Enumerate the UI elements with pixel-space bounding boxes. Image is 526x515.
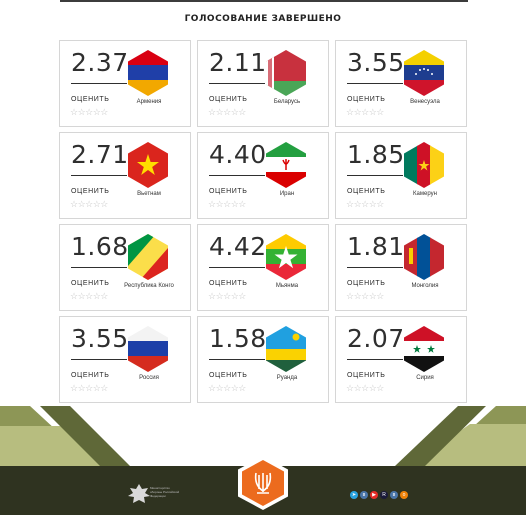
star-rating[interactable]: ☆☆☆☆☆	[208, 199, 246, 209]
score-value: 3.55	[347, 48, 405, 77]
ministry-emblem-icon	[128, 484, 150, 503]
flag-iran-icon	[266, 142, 306, 188]
country-grid: 2.37 ОЦЕНИТЬ ☆☆☆☆☆ Армения 2.11 ОЦЕНИТЬ …	[59, 40, 467, 403]
flag-rwanda-icon	[266, 326, 306, 372]
country-name: Сирия	[416, 375, 434, 381]
rate-label: ОЦЕНИТЬ	[347, 188, 386, 195]
rate-label: ОЦЕНИТЬ	[209, 96, 248, 103]
rate-label: ОЦЕНИТЬ	[209, 188, 248, 195]
country-card: 2.71 ОЦЕНИТЬ ☆☆☆☆☆ Вьетнам	[59, 132, 191, 219]
star-rating[interactable]: ☆☆☆☆☆	[346, 291, 384, 301]
country-card: 1.68 ОЦЕНИТЬ ☆☆☆☆☆ Республика Конго	[59, 224, 191, 311]
country-name: Вьетнам	[137, 191, 161, 197]
rate-label: ОЦЕНИТЬ	[71, 372, 110, 379]
star-rating[interactable]: ☆☆☆☆☆	[208, 383, 246, 393]
score-value: 2.71	[71, 140, 129, 169]
star-rating[interactable]: ☆☆☆☆☆	[346, 383, 384, 393]
rate-label: ОЦЕНИТЬ	[209, 280, 248, 287]
star-rating[interactable]: ☆☆☆☆☆	[70, 107, 108, 117]
social-links: ➤ в ▶ R в о	[350, 491, 408, 499]
star-rating[interactable]: ☆☆☆☆☆	[346, 199, 384, 209]
score-underline	[209, 359, 265, 360]
youtube-icon[interactable]: ▶	[370, 491, 378, 499]
flag-belarus-icon	[266, 50, 306, 96]
flag-mongolia-icon	[404, 234, 444, 280]
score-underline	[71, 175, 127, 176]
country-name: Венесуэла	[410, 99, 440, 105]
country-card: 2.11 ОЦЕНИТЬ ☆☆☆☆☆ Беларусь	[197, 40, 329, 127]
score-underline	[347, 267, 403, 268]
score-value: 1.68	[71, 232, 129, 261]
page-title: ГОЛОСОВАНИЕ ЗАВЕРШЕНО	[184, 14, 342, 24]
country-card: 4.40 ОЦЕНИТЬ ☆☆☆☆☆ Иран	[197, 132, 329, 219]
star-rating[interactable]: ☆☆☆☆☆	[70, 383, 108, 393]
flag-myanmar-icon	[266, 234, 306, 280]
rate-label: ОЦЕНИТЬ	[347, 280, 386, 287]
header-divider	[60, 0, 468, 2]
score-value: 2.07	[347, 324, 405, 353]
score-underline	[71, 83, 127, 84]
country-name: Мьянма	[275, 283, 299, 289]
score-value: 1.85	[347, 140, 405, 169]
flag-venezuela-icon	[404, 50, 444, 96]
rate-label: ОЦЕНИТЬ	[347, 96, 386, 103]
flag-vietnam-icon	[128, 142, 168, 188]
score-value: 2.11	[209, 48, 267, 77]
score-underline	[71, 267, 127, 268]
rate-label: ОЦЕНИТЬ	[71, 280, 110, 287]
score-value: 1.58	[209, 324, 267, 353]
country-card: 3.55 ОЦЕНИТЬ ☆☆☆☆☆ Россия	[59, 316, 191, 403]
flag-syria-icon	[404, 326, 444, 372]
score-underline	[347, 83, 403, 84]
country-name: Камерун	[413, 191, 437, 197]
score-underline	[347, 175, 403, 176]
country-name: Республика Конго	[124, 283, 174, 289]
country-name: Россия	[139, 375, 159, 381]
rate-label: ОЦЕНИТЬ	[209, 372, 248, 379]
star-rating[interactable]: ☆☆☆☆☆	[346, 107, 384, 117]
star-rating[interactable]: ☆☆☆☆☆	[208, 107, 246, 117]
flag-congo-icon	[128, 234, 168, 280]
footer: Министерство обороны Российской Федераци…	[0, 406, 526, 515]
country-card: 3.55 ОЦЕНИТЬ ☆☆☆☆☆ Венесуэла	[335, 40, 467, 127]
country-name: Иран	[279, 191, 295, 197]
country-name: Армения	[136, 99, 162, 105]
country-card: 1.81 ОЦЕНИТЬ ☆☆☆☆☆ Монголия	[335, 224, 467, 311]
score-underline	[209, 267, 265, 268]
star-rating[interactable]: ☆☆☆☆☆	[70, 199, 108, 209]
country-name: Руанда	[276, 375, 298, 381]
score-underline	[209, 175, 265, 176]
score-underline	[71, 359, 127, 360]
country-card: 2.37 ОЦЕНИТЬ ☆☆☆☆☆ Армения	[59, 40, 191, 127]
rate-label: ОЦЕНИТЬ	[347, 372, 386, 379]
country-card: 1.58 ОЦЕНИТЬ ☆☆☆☆☆ Руанда	[197, 316, 329, 403]
flag-cameroon-icon	[404, 142, 444, 188]
flag-russia-icon	[128, 326, 168, 372]
country-card: 1.85 ОЦЕНИТЬ ☆☆☆☆☆ Камерун	[335, 132, 467, 219]
lyre-logo-icon[interactable]	[237, 455, 289, 511]
rate-label: ОЦЕНИТЬ	[71, 96, 110, 103]
vk-icon[interactable]: в	[360, 491, 368, 499]
telegram-icon[interactable]: ➤	[350, 491, 358, 499]
country-card: 4.42 ОЦЕНИТЬ ☆☆☆☆☆ Мьянма	[197, 224, 329, 311]
vk-icon[interactable]: в	[390, 491, 398, 499]
star-rating[interactable]: ☆☆☆☆☆	[208, 291, 246, 301]
flag-armenia-icon	[128, 50, 168, 96]
score-value: 4.42	[209, 232, 267, 261]
country-name: Монголия	[411, 283, 439, 289]
country-name: Беларусь	[273, 99, 301, 105]
score-underline	[209, 83, 265, 84]
score-value: 1.81	[347, 232, 405, 261]
score-underline	[347, 359, 403, 360]
rutube-icon[interactable]: R	[380, 491, 388, 499]
ok-icon[interactable]: о	[400, 491, 408, 499]
score-value: 2.37	[71, 48, 129, 77]
country-card: 2.07 ОЦЕНИТЬ ☆☆☆☆☆ Сирия	[335, 316, 467, 403]
score-value: 3.55	[71, 324, 129, 353]
rate-label: ОЦЕНИТЬ	[71, 188, 110, 195]
emblem-caption: Министерство обороны Российской Федераци…	[150, 486, 180, 498]
star-rating[interactable]: ☆☆☆☆☆	[70, 291, 108, 301]
score-value: 4.40	[209, 140, 267, 169]
